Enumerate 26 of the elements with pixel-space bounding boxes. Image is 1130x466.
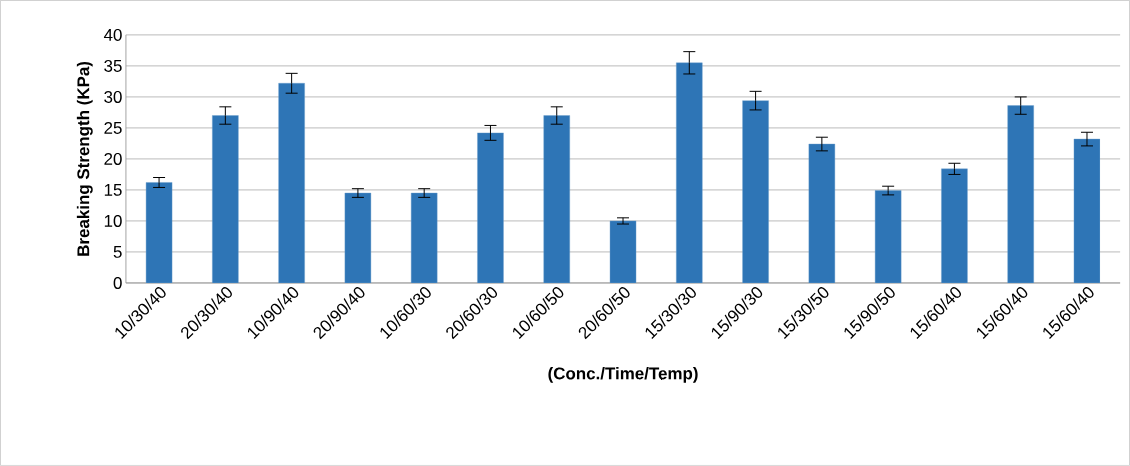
y-tick-label: 20 <box>104 152 122 165</box>
bar <box>808 143 836 283</box>
y-tick-label: 25 <box>104 121 122 134</box>
bar <box>344 192 372 283</box>
bar <box>477 132 504 283</box>
y-tick-label: 10 <box>104 214 122 227</box>
y-tick-label: 35 <box>104 59 122 72</box>
y-tick-label: 30 <box>104 90 122 103</box>
bar <box>1073 138 1101 283</box>
y-tick-label: 0 <box>113 277 122 290</box>
y-tick-label: 15 <box>104 184 122 196</box>
bar <box>676 62 703 283</box>
x-axis-title: (Conc./Time/Temp) <box>548 367 698 383</box>
bar <box>1007 105 1034 283</box>
y-axis-title: Breaking Strength (KPa) <box>76 61 93 256</box>
bar <box>742 100 769 283</box>
bar <box>609 220 637 283</box>
bar <box>212 115 239 283</box>
bar <box>410 192 438 283</box>
bar <box>145 182 173 283</box>
bar <box>941 168 968 283</box>
bar <box>874 190 902 283</box>
y-tick-label: 40 <box>103 28 122 41</box>
y-tick-label: 5 <box>113 246 122 258</box>
bar <box>543 115 570 283</box>
bar <box>278 83 305 283</box>
